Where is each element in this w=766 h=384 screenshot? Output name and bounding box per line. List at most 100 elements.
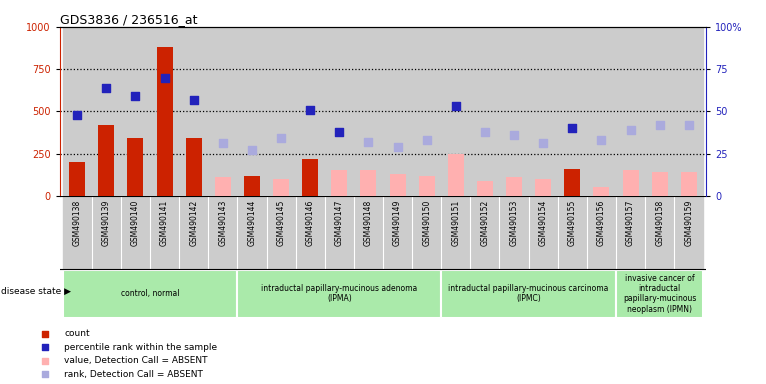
Text: GSM490145: GSM490145 — [277, 200, 286, 246]
Point — [421, 137, 433, 143]
Bar — [267, 27, 296, 196]
Text: GDS3836 / 236516_at: GDS3836 / 236516_at — [60, 13, 198, 26]
Point — [479, 129, 491, 135]
Text: percentile rank within the sample: percentile rank within the sample — [64, 343, 218, 352]
Bar — [652, 172, 668, 196]
Bar — [121, 196, 150, 269]
Bar — [674, 196, 703, 269]
Bar — [179, 27, 208, 196]
Bar — [354, 196, 383, 269]
Point — [246, 147, 258, 153]
Text: GSM490144: GSM490144 — [247, 200, 257, 246]
Text: GSM490147: GSM490147 — [335, 200, 344, 246]
Bar — [150, 27, 179, 196]
Bar — [506, 177, 522, 196]
Text: GSM490138: GSM490138 — [73, 200, 82, 246]
Text: GSM490142: GSM490142 — [189, 200, 198, 246]
Bar — [383, 196, 412, 269]
Point — [595, 137, 607, 143]
Bar — [185, 138, 201, 196]
Bar — [179, 196, 208, 269]
Text: GSM490149: GSM490149 — [393, 200, 402, 246]
Point — [657, 138, 669, 144]
Bar — [150, 196, 179, 269]
Bar — [267, 196, 296, 269]
Bar — [354, 27, 383, 196]
Text: intraductal papillary-mucinous adenoma
(IPMA): intraductal papillary-mucinous adenoma (… — [261, 284, 417, 303]
Bar — [529, 196, 558, 269]
Bar — [448, 154, 464, 196]
Bar — [645, 196, 674, 269]
Text: disease state ▶: disease state ▶ — [1, 287, 70, 296]
Text: GSM490143: GSM490143 — [218, 200, 228, 246]
Bar — [674, 27, 703, 196]
Point — [683, 122, 695, 128]
Bar — [244, 175, 260, 196]
Bar — [302, 159, 318, 196]
Bar — [499, 27, 529, 196]
Text: GSM490153: GSM490153 — [509, 200, 519, 246]
Bar — [529, 27, 558, 196]
Point — [333, 129, 345, 135]
Text: GSM490152: GSM490152 — [480, 200, 489, 246]
Bar — [412, 196, 441, 269]
Bar — [499, 196, 529, 269]
Bar — [681, 172, 697, 196]
Bar — [412, 27, 441, 196]
Bar — [92, 27, 121, 196]
Point — [566, 125, 578, 131]
Bar — [296, 196, 325, 269]
Bar — [645, 27, 674, 196]
Bar — [390, 174, 405, 196]
Bar — [121, 27, 150, 196]
Bar — [92, 196, 121, 269]
Point — [159, 74, 171, 81]
Text: GSM490157: GSM490157 — [626, 200, 635, 246]
Point — [391, 144, 404, 150]
Bar — [273, 179, 289, 196]
Point — [100, 84, 113, 91]
Bar — [623, 170, 639, 196]
Text: GSM490154: GSM490154 — [538, 200, 548, 246]
Point — [188, 96, 200, 103]
Bar — [587, 196, 616, 269]
Bar — [332, 170, 347, 196]
Point — [362, 139, 375, 145]
Bar — [594, 187, 610, 196]
Text: GSM490140: GSM490140 — [131, 200, 140, 246]
Bar — [558, 27, 587, 196]
Bar — [63, 27, 92, 196]
Bar — [237, 27, 267, 196]
Bar — [63, 270, 237, 318]
Bar — [361, 170, 376, 196]
Bar — [296, 27, 325, 196]
Text: control, normal: control, normal — [121, 289, 179, 298]
Bar — [565, 169, 581, 196]
Bar — [535, 179, 552, 196]
Text: intraductal papillary-mucinous carcinoma
(IPMC): intraductal papillary-mucinous carcinoma… — [448, 284, 609, 303]
Text: GSM490150: GSM490150 — [422, 200, 431, 246]
Point — [657, 261, 669, 267]
Point — [450, 103, 462, 109]
Bar — [208, 27, 237, 196]
Point — [653, 122, 666, 128]
Text: rank, Detection Call = ABSENT: rank, Detection Call = ABSENT — [64, 370, 203, 379]
Point — [275, 135, 287, 141]
Bar — [587, 27, 616, 196]
Text: invasive cancer of
intraductal
papillary-mucinous
neoplasm (IPMN): invasive cancer of intraductal papillary… — [623, 274, 696, 314]
Text: GSM490156: GSM490156 — [597, 200, 606, 246]
Text: count: count — [64, 329, 90, 338]
Bar — [470, 196, 499, 269]
Bar — [616, 27, 645, 196]
Point — [624, 127, 637, 133]
Text: GSM490151: GSM490151 — [451, 200, 460, 246]
Text: GSM490139: GSM490139 — [102, 200, 111, 246]
Bar — [63, 196, 92, 269]
Bar — [237, 270, 441, 318]
Text: GSM490141: GSM490141 — [160, 200, 169, 246]
Point — [304, 107, 316, 113]
Text: GSM490146: GSM490146 — [306, 200, 315, 246]
Point — [217, 141, 229, 147]
Text: GSM490158: GSM490158 — [655, 200, 664, 246]
Bar — [214, 177, 231, 196]
